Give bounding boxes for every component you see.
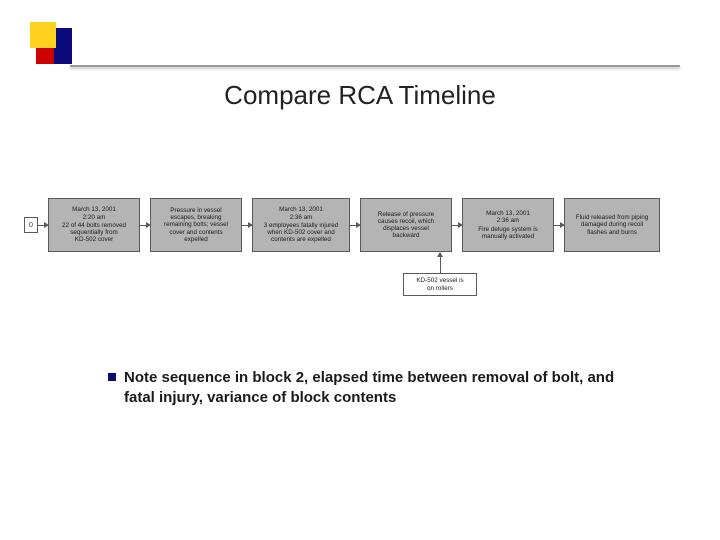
- timeline-box: Release of pressure causes recoil, which…: [360, 198, 452, 252]
- rca-timeline: 0 March 13, 2001 2:20 am 22 of 44 bolts re…: [24, 198, 696, 338]
- accent-blue: [54, 28, 72, 64]
- timeline-row: 0 March 13, 2001 2:20 am 22 of 44 bolts re…: [24, 198, 696, 252]
- timeline-box-header: March 13, 2001 2:36 am: [465, 210, 551, 224]
- connector: [242, 225, 252, 226]
- timeline-box: March 13, 2001 2:20 am 22 of 44 bolts rem…: [48, 198, 140, 252]
- connector: [452, 225, 462, 226]
- timeline-box-header: March 13, 2001 2:20 am: [51, 206, 137, 220]
- title-underline: [70, 65, 680, 67]
- timeline-box-text: Fire deluge system is manually activated: [465, 226, 551, 240]
- timeline-box-text: Release of pressure causes recoil, which…: [363, 211, 449, 240]
- timeline-box-text: 22 of 44 bolts removed sequentially from…: [51, 222, 137, 244]
- corner-accent: [36, 28, 72, 64]
- timeline-box-text: Pressure in vessel escapes, breaking rem…: [153, 207, 239, 243]
- connector: [38, 225, 48, 226]
- body-note: Note sequence in block 2, elapsed time b…: [124, 368, 644, 409]
- timeline-box-header: March 13, 2001 2:36 am: [255, 206, 347, 220]
- connector: [554, 225, 564, 226]
- bullet-icon: [108, 373, 116, 381]
- accent-yellow: [30, 22, 56, 48]
- slide: Compare RCA Timeline 0 March 13, 2001 2:2…: [0, 0, 720, 540]
- timeline-sub-box: KD-502 vessel is on rollers: [403, 273, 477, 296]
- timeline-box: Fluid released from piping damaged durin…: [564, 198, 660, 252]
- slide-title: Compare RCA Timeline: [0, 80, 720, 111]
- timeline-start-node: 0: [24, 217, 38, 233]
- timeline-box: Pressure in vessel escapes, breaking rem…: [150, 198, 242, 252]
- connector: [140, 225, 150, 226]
- connector: [350, 225, 360, 226]
- timeline-branch: KD-502 vessel is on rollers: [403, 253, 477, 296]
- timeline-box-text: Fluid released from piping damaged durin…: [567, 214, 657, 236]
- timeline-box: March 13, 2001 2:36 am Fire deluge system…: [462, 198, 554, 252]
- connector-vertical: [440, 253, 441, 273]
- timeline-box-text: 3 employees fatally injured when KD-502 …: [255, 222, 347, 244]
- timeline-box: March 13, 2001 2:36 am 3 employees fatall…: [252, 198, 350, 252]
